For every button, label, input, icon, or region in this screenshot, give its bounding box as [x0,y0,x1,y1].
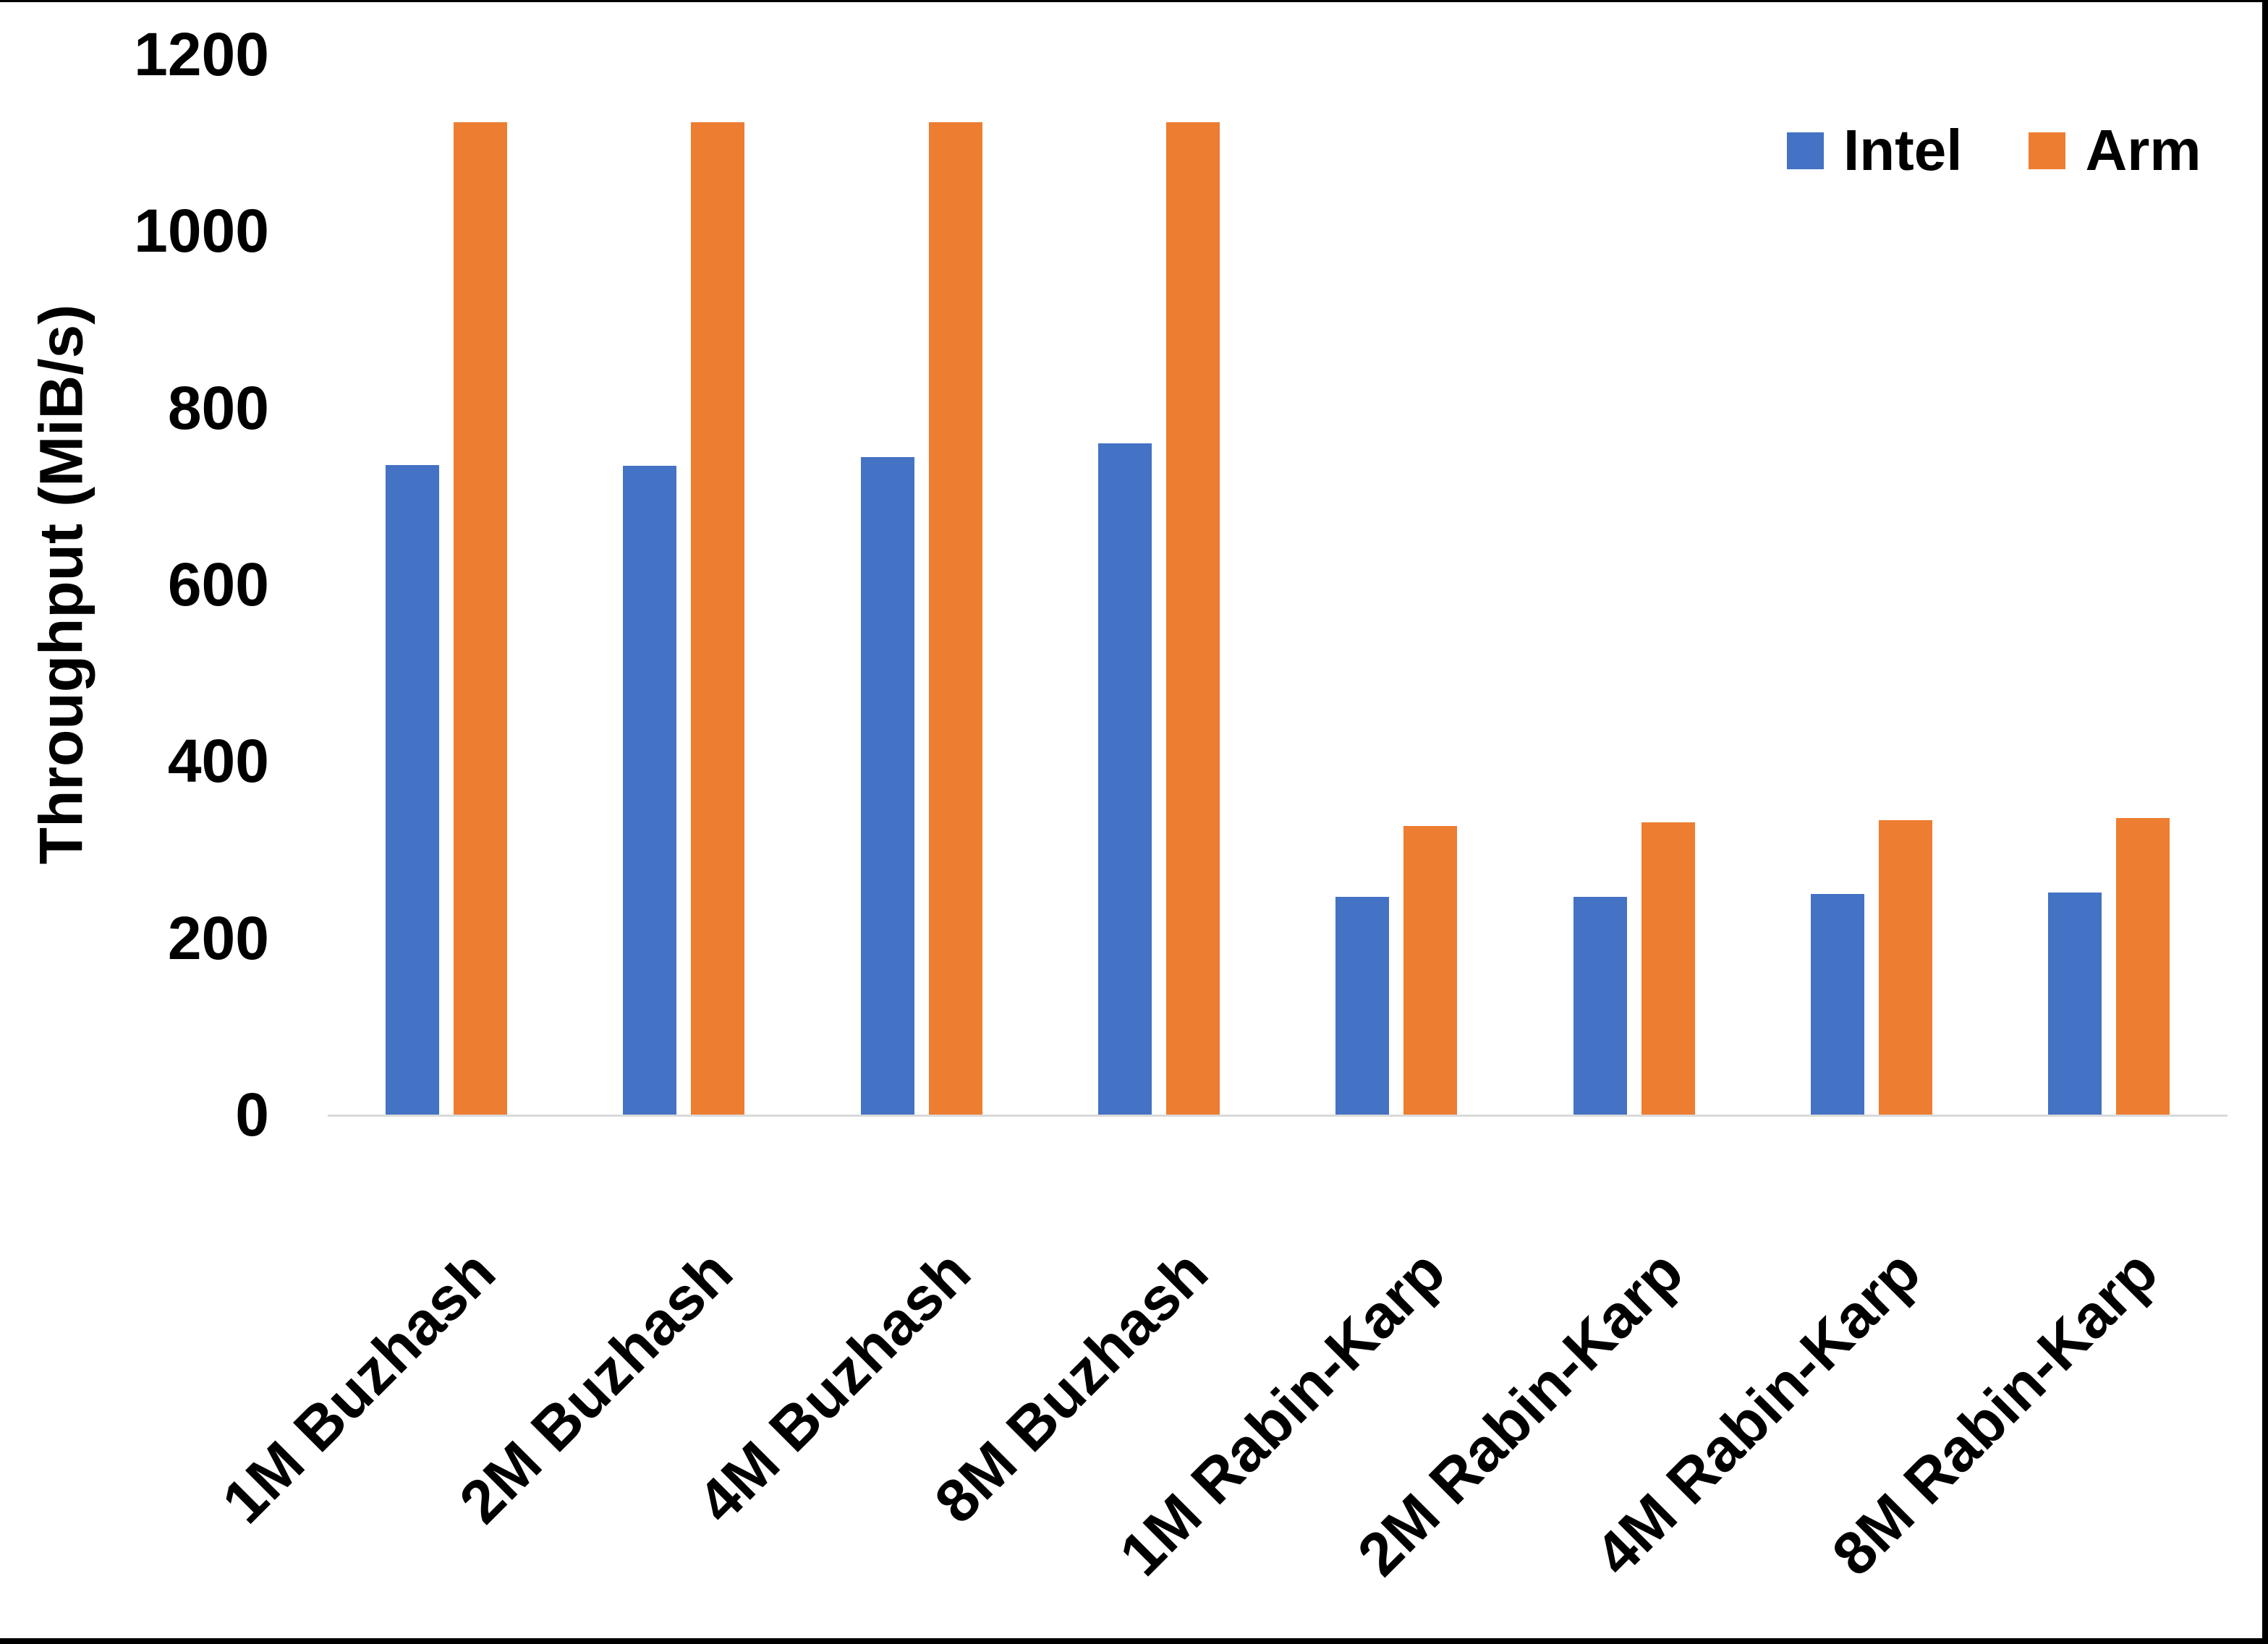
bar-arm-2m-buzhash [691,122,744,1115]
bar-intel-1m-rabin-karp [1335,897,1389,1115]
bar-arm-4m-buzhash [929,122,982,1115]
bar-intel-4m-rabin-karp [1811,894,1864,1115]
x-axis-line [328,1115,2227,1117]
y-tick-label-600: 600 [167,550,269,618]
bar-intel-1m-buzhash [386,465,439,1115]
bar-intel-4m-buzhash [861,457,914,1115]
bar-arm-8m-rabin-karp [2116,818,2170,1115]
window-border-bottom [0,1638,2268,1644]
window-border-right [2262,0,2268,1644]
bar-arm-8m-buzhash [1166,122,1220,1115]
y-tick-label-1000: 1000 [134,197,269,265]
bar-arm-2m-rabin-karp [1641,822,1695,1115]
bar-arm-1m-rabin-karp [1403,826,1457,1115]
bar-intel-2m-buzhash [623,466,676,1115]
legend-item-arm: Arm [2029,122,2201,179]
legend-label-arm: Arm [2085,118,2201,182]
window-border-top [0,0,2268,2]
x-category-label-8m-rabin-karp: 8M Rabin-Karp [1819,1237,2171,1589]
y-tick-label-800: 800 [167,373,269,442]
bar-arm-4m-rabin-karp [1879,820,1932,1115]
y-tick-label-1200: 1200 [134,20,269,88]
legend-swatch-arm [2029,132,2066,169]
bar-intel-8m-rabin-karp [2048,893,2102,1115]
y-tick-label-400: 400 [167,727,269,796]
legend-item-intel: Intel [1787,122,1962,179]
bar-intel-8m-buzhash [1098,443,1152,1115]
legend-swatch-intel [1787,132,1824,169]
bar-intel-2m-rabin-karp [1573,897,1627,1115]
bar-arm-1m-buzhash [454,122,507,1115]
legend: Intel Arm [1787,122,2201,179]
y-tick-label-200: 200 [167,903,269,972]
y-tick-label-0: 0 [235,1081,269,1149]
legend-label-intel: Intel [1843,118,1963,182]
